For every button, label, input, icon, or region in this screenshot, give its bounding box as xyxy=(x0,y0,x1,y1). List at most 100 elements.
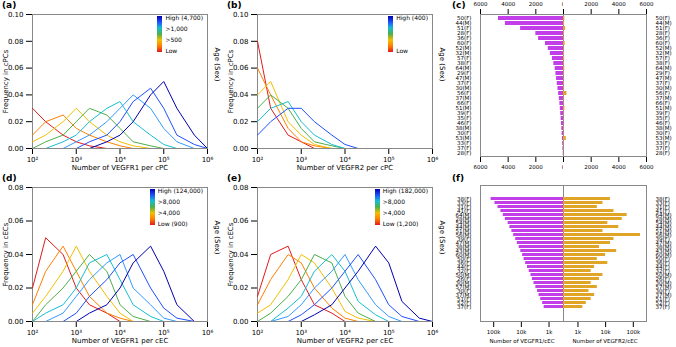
svg-text:0.04: 0.04 xyxy=(232,91,249,100)
svg-text:38(F): 38(F) xyxy=(457,60,472,67)
svg-text:0.06: 0.06 xyxy=(232,64,249,73)
svg-text:10⁶: 10⁶ xyxy=(202,329,214,337)
svg-text:0.08: 0.08 xyxy=(8,184,24,192)
html-text:Low: Low xyxy=(396,47,408,54)
svg-text:Number of VEGFR1 per cPC: Number of VEGFR1 per cPC xyxy=(72,164,168,172)
svg-text:0.00: 0.00 xyxy=(8,145,24,153)
svg-text:0.06: 0.06 xyxy=(7,217,24,226)
svg-text:0.00: 0.00 xyxy=(233,145,249,153)
svg-text:28(F): 28(F) xyxy=(656,150,670,156)
svg-text:6000: 6000 xyxy=(474,164,488,170)
svg-text:Number of VEGFR2/cEC: Number of VEGFR2/cEC xyxy=(572,338,637,344)
svg-text:37(F): 37(F) xyxy=(656,304,670,310)
svg-text:10³: 10³ xyxy=(70,329,83,338)
svg-text:1k: 1k xyxy=(546,329,553,335)
svg-text:0.02: 0.02 xyxy=(233,118,249,126)
svg-text:Age (Sex): Age (Sex) xyxy=(213,48,221,82)
svg-text:0.04: 0.04 xyxy=(7,91,24,100)
svg-text:4000: 4000 xyxy=(501,1,515,7)
svg-text:Frequency in cECs: Frequency in cECs xyxy=(2,222,10,286)
html-text:(d): (d) xyxy=(2,173,17,183)
svg-text:10⁶: 10⁶ xyxy=(427,156,439,164)
svg-text:36(F): 36(F) xyxy=(457,35,472,42)
svg-text:0.00: 0.00 xyxy=(233,318,249,326)
svg-text:Number of VEGFR2 per cPC: Number of VEGFR2 per cPC xyxy=(297,164,393,172)
svg-text:Frequency in cECs: Frequency in cECs xyxy=(227,222,235,286)
html-text:(a): (a) xyxy=(2,0,17,10)
svg-text:50(F): 50(F) xyxy=(457,15,472,22)
svg-text:100k: 100k xyxy=(626,329,640,335)
svg-text:10k: 10k xyxy=(601,329,612,335)
svg-text:60(F): 60(F) xyxy=(457,40,472,47)
html-text:High (400): High (400) xyxy=(396,14,428,21)
svg-text:0.10: 0.10 xyxy=(233,11,249,19)
svg-text:28(F): 28(F) xyxy=(457,150,471,156)
html-text:(c): (c) xyxy=(452,0,466,10)
svg-text:2000: 2000 xyxy=(529,164,543,170)
svg-text:28(F): 28(F) xyxy=(457,30,472,37)
svg-text:4000: 4000 xyxy=(501,164,515,170)
svg-text:0.06: 0.06 xyxy=(7,64,24,73)
svg-text:6000: 6000 xyxy=(474,1,488,7)
svg-text:0.00: 0.00 xyxy=(8,318,24,326)
svg-text:10²: 10² xyxy=(252,156,264,164)
svg-text:37(F): 37(F) xyxy=(457,304,471,310)
svg-text:44(M): 44(M) xyxy=(455,20,472,27)
svg-text:Frequency in cPCs: Frequency in cPCs xyxy=(2,49,10,113)
svg-text:10³: 10³ xyxy=(295,156,308,165)
svg-text:Age (Sex): Age (Sex) xyxy=(213,221,221,255)
svg-text:10³: 10³ xyxy=(295,329,308,338)
svg-text:Frequency in cPCs: Frequency in cPCs xyxy=(227,49,235,113)
svg-text:0.08: 0.08 xyxy=(8,38,24,46)
svg-text:Age (Sex): Age (Sex) xyxy=(438,48,446,82)
svg-text:2000: 2000 xyxy=(529,1,543,7)
html-text:High (4,700): High (4,700) xyxy=(165,14,203,21)
svg-text:10⁴: 10⁴ xyxy=(339,329,351,338)
svg-text:57(F): 57(F) xyxy=(457,55,472,62)
svg-text:6000: 6000 xyxy=(640,164,654,170)
svg-text:0.06: 0.06 xyxy=(232,217,249,226)
svg-text:Age (Sex): Age (Sex) xyxy=(438,221,446,255)
html-text:>500: >500 xyxy=(165,36,182,43)
html-text:(b): (b) xyxy=(227,0,242,10)
svg-text:2000: 2000 xyxy=(584,164,598,170)
svg-text:0.02: 0.02 xyxy=(8,118,24,126)
svg-text:0.04: 0.04 xyxy=(7,250,24,259)
html-text:>1,000: >1,000 xyxy=(165,25,188,32)
svg-text:0.02: 0.02 xyxy=(232,284,249,293)
svg-text:10²: 10² xyxy=(252,329,264,337)
svg-text:10⁴: 10⁴ xyxy=(114,329,126,338)
svg-text:Number of VEGFR1 per cEC: Number of VEGFR1 per cEC xyxy=(72,337,169,345)
svg-text:100k: 100k xyxy=(487,329,501,335)
svg-text:0.08: 0.08 xyxy=(233,184,249,192)
svg-text:Number of VEGFR1/cEC: Number of VEGFR1/cEC xyxy=(489,338,554,344)
svg-text:4000: 4000 xyxy=(612,164,626,170)
svg-text:10⁴: 10⁴ xyxy=(339,156,351,165)
svg-text:10³: 10³ xyxy=(70,156,83,165)
svg-text:10⁴: 10⁴ xyxy=(114,156,126,165)
svg-text:Number of VEGFR2 per cEC: Number of VEGFR2 per cEC xyxy=(297,337,394,345)
svg-text:0.02: 0.02 xyxy=(7,284,24,293)
svg-text:10⁶: 10⁶ xyxy=(427,329,439,337)
html-text:Low: Low xyxy=(165,47,178,54)
svg-text:1k: 1k xyxy=(575,329,582,335)
svg-text:6000: 6000 xyxy=(640,1,654,7)
svg-text:0.04: 0.04 xyxy=(232,250,249,259)
svg-text:4000: 4000 xyxy=(612,1,626,7)
svg-text:10²: 10² xyxy=(27,156,39,164)
svg-text:10⁵: 10⁵ xyxy=(157,329,170,338)
svg-text:32(M): 32(M) xyxy=(455,50,472,57)
svg-text:10k: 10k xyxy=(516,329,527,335)
svg-text:51(F): 51(F) xyxy=(457,25,472,32)
svg-text:10⁵: 10⁵ xyxy=(157,156,170,165)
svg-text:10⁵: 10⁵ xyxy=(382,156,395,165)
svg-text:10⁶: 10⁶ xyxy=(202,156,214,164)
svg-text:0.08: 0.08 xyxy=(233,38,249,46)
svg-text:2000: 2000 xyxy=(584,1,598,7)
svg-text:0.10: 0.10 xyxy=(8,11,24,19)
svg-text:10²: 10² xyxy=(27,329,39,337)
svg-text:52(M): 52(M) xyxy=(455,45,472,52)
html-text:(e): (e) xyxy=(227,173,242,183)
svg-text:10⁵: 10⁵ xyxy=(382,329,395,338)
html-text:(f): (f) xyxy=(452,173,465,183)
